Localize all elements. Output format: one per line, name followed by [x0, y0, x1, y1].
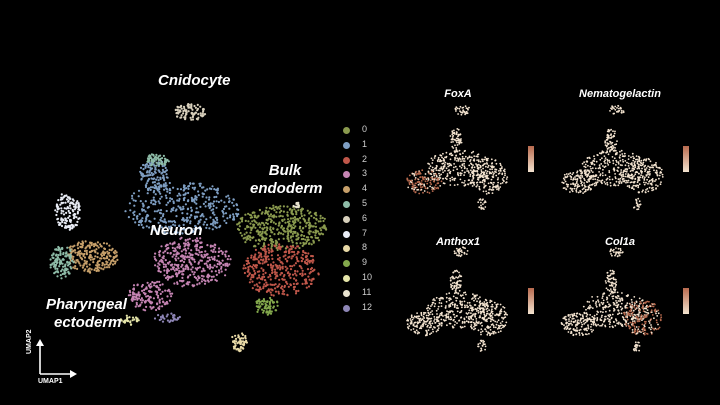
- cluster-3-points: [153, 236, 232, 288]
- legend-swatch: [343, 127, 350, 134]
- cluster-11-points: [292, 201, 300, 209]
- cluster-12-points: [153, 312, 181, 324]
- legend-swatch: [343, 245, 350, 253]
- axis-label-umap2: UMAP2: [26, 329, 33, 354]
- cluster-4-points: [65, 240, 119, 274]
- label-neuron: Neuron: [150, 222, 203, 239]
- feature-plot-anthox1: [406, 246, 534, 352]
- cluster-7-points: [54, 193, 81, 231]
- cluster-3-points: [127, 280, 174, 312]
- legend-label: 10: [362, 271, 373, 282]
- cluster-5-points: [49, 245, 75, 280]
- legend-swatch: [343, 289, 350, 297]
- legend-item-1: 1: [340, 139, 390, 154]
- cluster-9-points: [255, 296, 279, 316]
- legend-item-10: 10: [340, 272, 390, 287]
- feature-plots: [406, 104, 689, 352]
- gene-title-nematogelactin: Nematogelactin: [579, 88, 661, 100]
- legend-swatch: [343, 200, 350, 208]
- legend-swatch: [343, 186, 350, 194]
- umap-axes-arrows: [36, 339, 77, 378]
- legend-item-3: 3: [340, 168, 390, 183]
- legend-label: 4: [362, 183, 368, 194]
- legend-item-12: 12: [340, 302, 390, 317]
- legend-swatch: [343, 215, 350, 223]
- label-cnidocyte: Cnidocyte: [158, 72, 231, 89]
- legend-label: 8: [362, 242, 368, 253]
- legend-item-8: 8: [340, 242, 390, 257]
- feature-plot-col1a: [560, 247, 689, 352]
- cluster-0-points: [236, 204, 328, 251]
- legend-label: 6: [362, 212, 368, 223]
- cluster-legend: 0 1 2 3 4 5 6 7 8 9 10 11 12: [340, 124, 390, 316]
- label-pharyngeal: Pharyngeal: [46, 296, 127, 313]
- label-bulk: Bulk: [268, 162, 302, 179]
- legend-item-2: 2: [340, 154, 390, 169]
- colorbar: [683, 288, 689, 314]
- cluster-10-points: [119, 314, 140, 326]
- legend-item-4: 4: [340, 183, 390, 198]
- legend-item-9: 9: [340, 257, 390, 272]
- legend-swatch: [343, 260, 350, 268]
- legend-item-0: 0: [340, 124, 390, 139]
- legend-label: 9: [362, 257, 368, 268]
- main-umap-plot: [49, 103, 328, 353]
- legend-swatch: [343, 171, 350, 179]
- umap1-arrowhead: [70, 370, 77, 378]
- label-ectoderm: ectoderm: [54, 314, 122, 331]
- colorbar: [528, 146, 534, 172]
- gene-title-foxa: FoxA: [444, 88, 472, 100]
- feature-plot-nematogelactin: [561, 104, 689, 211]
- cluster-6-points: [174, 103, 207, 121]
- colorbar: [528, 288, 534, 314]
- legend-swatch: [343, 274, 350, 282]
- legend-item-7: 7: [340, 228, 390, 243]
- legend-label: 1: [362, 138, 368, 149]
- cluster-8-points: [231, 332, 248, 353]
- legend-label: 2: [362, 153, 368, 164]
- legend-label: 0: [362, 124, 368, 134]
- legend-swatch: [343, 141, 350, 149]
- legend-item-5: 5: [340, 198, 390, 213]
- colorbar: [683, 146, 689, 172]
- legend-label: 11: [362, 286, 372, 297]
- legend-swatch: [343, 230, 350, 238]
- umap2-arrowhead: [36, 339, 44, 346]
- cluster-1-points: [124, 181, 240, 236]
- legend-swatch: [343, 156, 350, 164]
- legend-label: 12: [362, 301, 373, 312]
- legend-label: 3: [362, 168, 368, 179]
- gene-title-anthox1: Anthox1: [436, 236, 480, 248]
- legend-swatch: [343, 304, 350, 312]
- legend-label: 7: [362, 227, 368, 238]
- axis-label-umap1: UMAP1: [38, 378, 63, 385]
- feature-plot-foxa: [406, 105, 534, 211]
- legend-item-6: 6: [340, 213, 390, 228]
- cluster-5-points: [146, 153, 170, 167]
- legend-label: 5: [362, 197, 368, 208]
- legend-item-11: 11: [340, 287, 390, 302]
- label-bulk-endoderm: Bulk endoderm: [250, 162, 323, 198]
- label-endoderm: endoderm: [250, 180, 323, 197]
- gene-title-col1a: Col1a: [605, 236, 635, 248]
- cluster-2-points: [242, 243, 320, 297]
